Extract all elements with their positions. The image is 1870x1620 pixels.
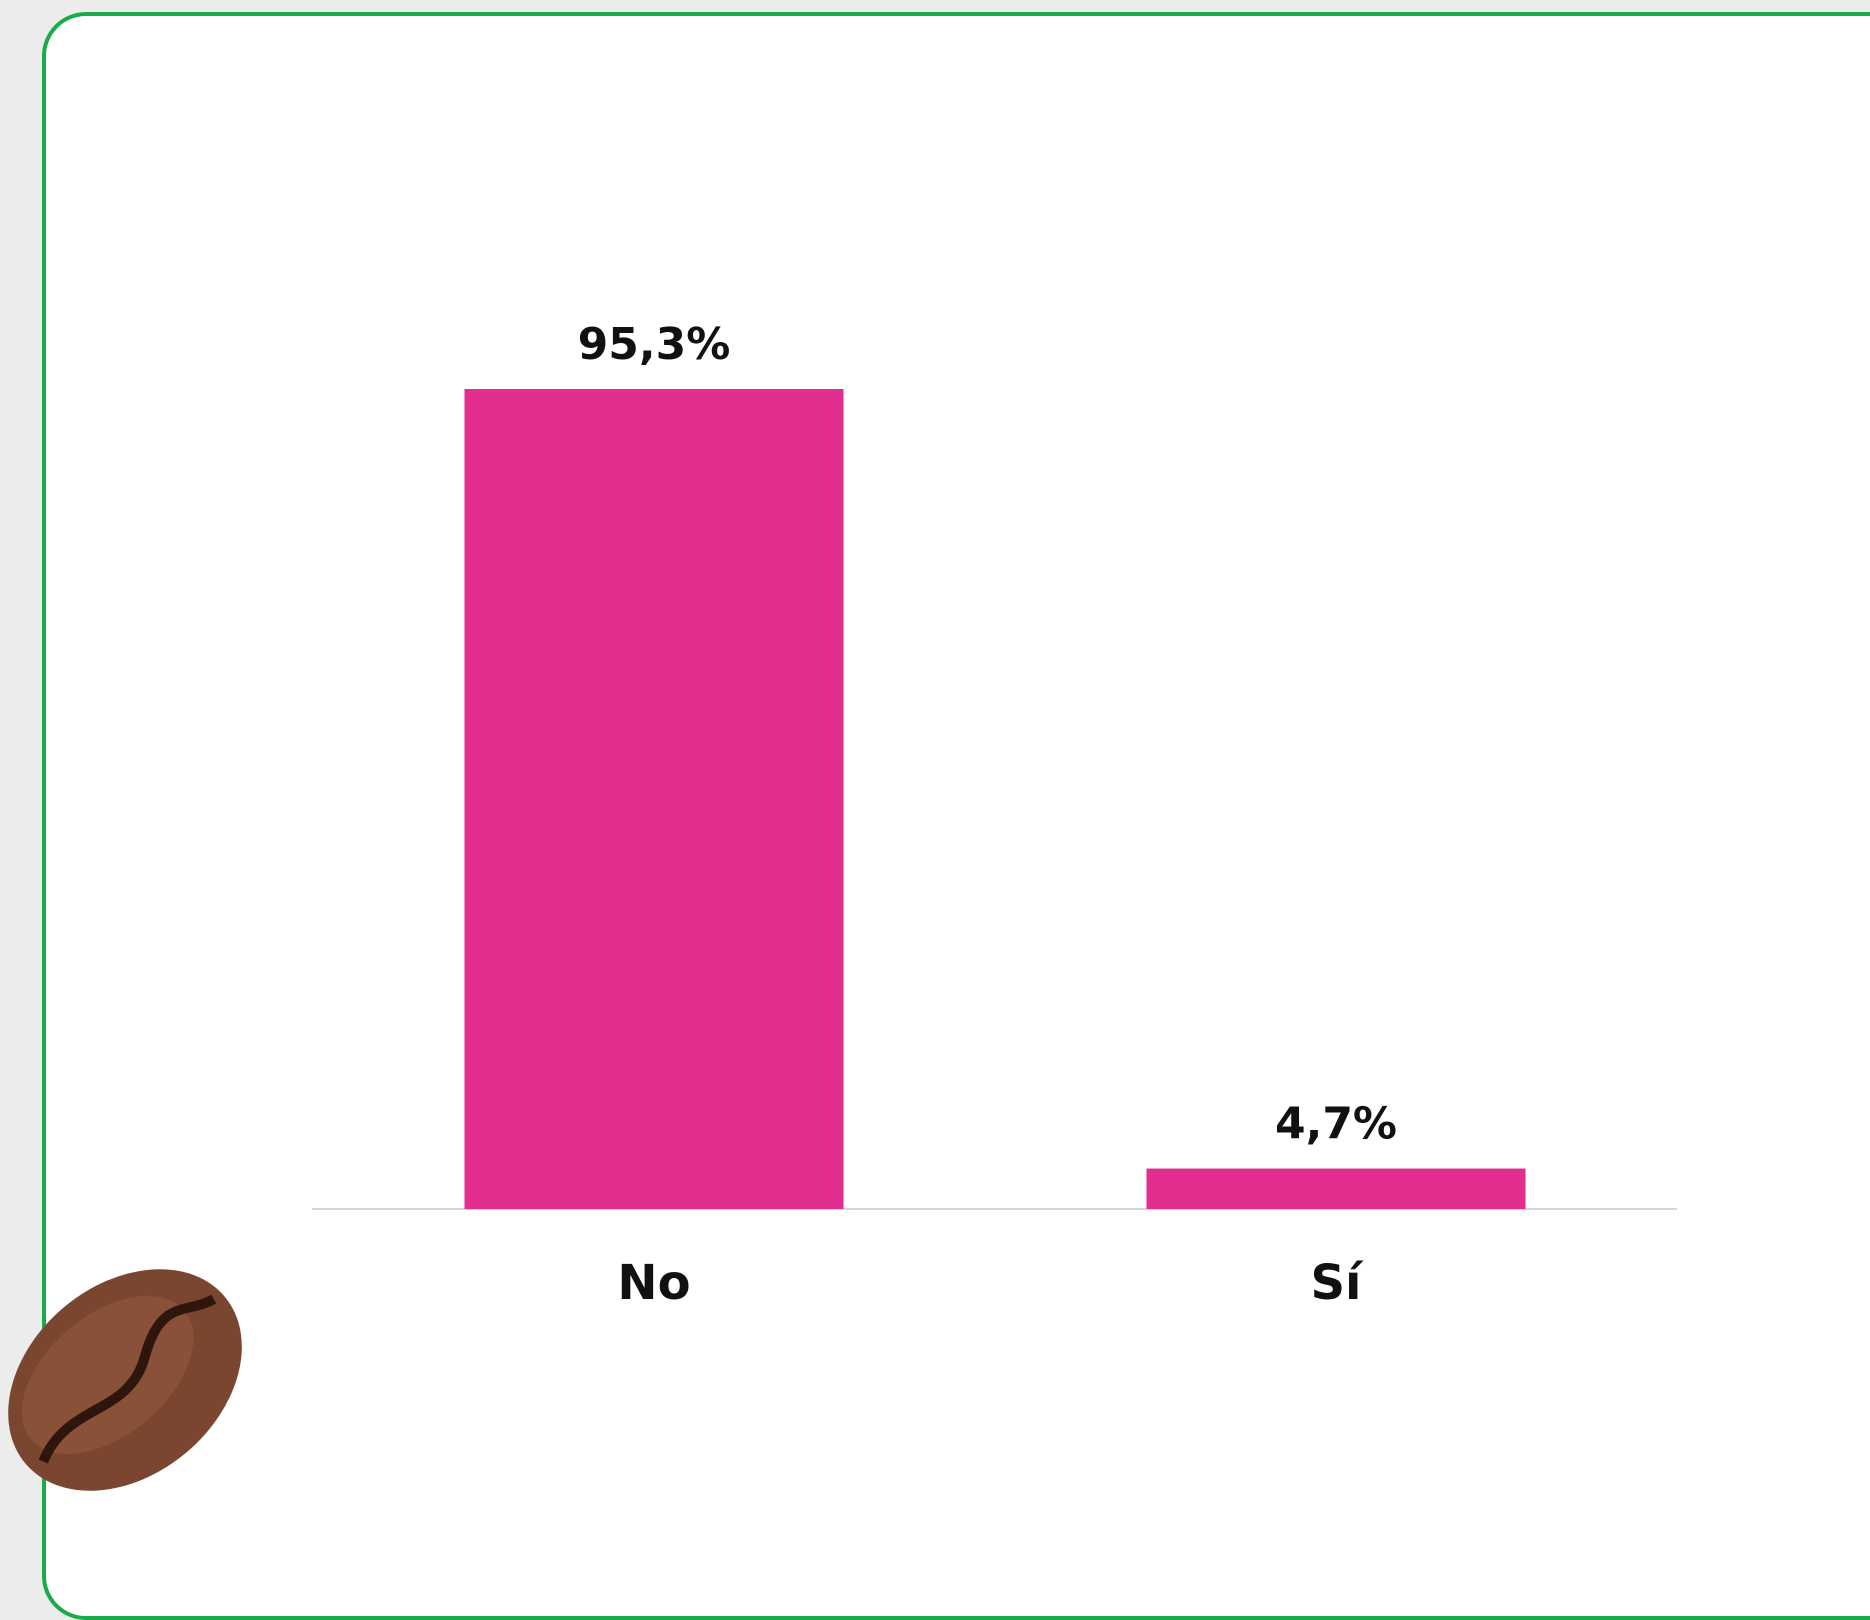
bar (1146, 1168, 1526, 1209)
x-tick-label: Sí (1310, 1255, 1364, 1311)
value-label: 95,3% (578, 319, 731, 370)
x-tick-label: No (617, 1255, 690, 1311)
coffee-bean (8, 1269, 242, 1491)
chart: 95,3% No 4,7% Sí (8, 319, 1677, 1491)
page: 95,3%No4,7%Sí {"chart_data": {"type": "b… (8, 12, 1870, 1620)
card (42, 12, 1870, 1620)
bar (464, 389, 844, 1209)
value-label: 4,7% (1275, 1099, 1397, 1150)
